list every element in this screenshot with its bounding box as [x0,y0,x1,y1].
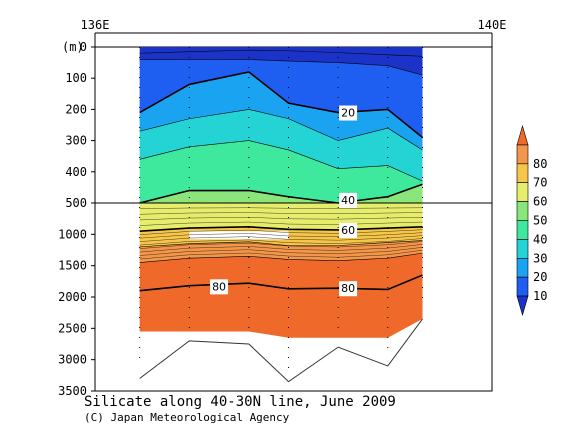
upper-band-2 [139,59,423,138]
upper-band-4 [139,109,423,182]
contour-fine-top-1 [139,207,423,209]
colorbar-swatch [516,239,529,259]
x-tick-label: 140E [478,18,507,32]
colorbar-label: 40 [533,232,547,246]
lower-band-0 [139,203,423,232]
colorbar-swatch [516,144,529,165]
contour-fine-3 [139,235,423,242]
y-tick-label: 1000 [58,227,87,241]
contour-upper-3 [139,109,423,151]
y-tick-label: 3500 [58,384,87,398]
colorbar-swatch [516,163,529,183]
y-tick-label: 1500 [58,259,87,273]
colorbar-swatch [516,295,529,317]
contour-lower-0 [139,226,423,232]
contour-upper-2 [139,71,424,139]
contour-label: 20 [341,107,355,120]
upper-panel-fill [139,47,423,203]
colorbar-swatch [516,220,529,240]
contour-fine-top-4 [139,221,423,226]
colorbar-swatch [516,124,529,146]
contour-fine-7 [139,247,423,256]
station-markers [139,47,424,370]
contour-lower-1 [139,240,423,248]
y-tick-label: 400 [65,165,87,179]
x-axis: 136E 140E [81,18,507,47]
contour-fine-1 [139,229,423,235]
contour-label-bg [339,192,358,208]
upper-band-3 [139,71,423,150]
x-tick-label: 136E [81,18,110,32]
colorbar-label: 50 [533,214,547,228]
y-tick-label: 3000 [58,353,87,367]
colorbar: 10 20 30 40 50 60 70 80 [516,124,547,317]
chart-title: Silicate along 40-30N line, June 2009 [84,394,396,410]
contour-label-bg [339,105,358,121]
y-tick-label: 300 [65,134,87,148]
y-unit-label: (m) [62,40,84,54]
upper-band-0 [139,47,423,57]
colorbar-label: 60 [533,195,547,209]
upper-band-5 [139,140,423,203]
contour-fine-6 [139,244,423,253]
colorbar-swatch [516,201,529,221]
y-tick-label: 2000 [58,290,87,304]
contour-fine-5 [139,241,423,249]
colorbar-label: 10 [533,289,547,303]
y-tick-label: 2500 [58,321,87,335]
y-tick-label: 200 [65,102,87,116]
upper-band-1 [139,50,423,76]
contour-upper-4 [139,140,423,182]
contour-label-bg [210,279,229,295]
contour-fine-4 [139,238,423,246]
bottom-line [139,318,423,383]
contour-fine-top-3 [139,217,423,221]
bottom-topography [139,318,423,383]
contour-label: 60 [341,224,355,237]
colorbar-swatch [516,258,529,278]
y-tick-label: 500 [65,196,87,210]
colorbar-swatch [516,276,529,297]
contour-lower-2 [139,252,423,263]
contour-upper-0 [139,49,423,57]
y-tick-label: 100 [65,71,87,85]
contour-labels: 20 40 60 80 80 [210,105,358,297]
colorbar-label: 70 [533,176,547,190]
missing-data-gap [189,231,289,240]
contour-lines [139,49,424,292]
lower-band-2 [139,240,423,263]
contour-label-bg [339,281,358,297]
contour-upper-5 [139,183,423,204]
contour-fine-8 [139,250,423,260]
contour-lower-3 [139,274,423,292]
colorbar-label: 20 [533,270,547,284]
colorbar-swatch [516,182,529,202]
contour-label: 40 [341,194,355,207]
chart-credit: (C) Japan Meteorological Agency [84,411,290,424]
contour-label: 80 [212,280,226,293]
y-tick-label: 0 [80,40,87,54]
contour-fine-top-2 [139,212,423,215]
contour-fine-2 [139,232,423,239]
upper-band-cap [139,184,423,203]
colorbar-label: 30 [533,251,547,265]
contour-label: 80 [341,282,355,295]
contour-label-bg [339,222,358,238]
contour-upper-1 [139,59,423,76]
y-axis: 0 100 200 300 400 500 1000 1500 2000 2500 3000 3500 [58,40,95,398]
colorbar-label: 80 [533,157,547,171]
